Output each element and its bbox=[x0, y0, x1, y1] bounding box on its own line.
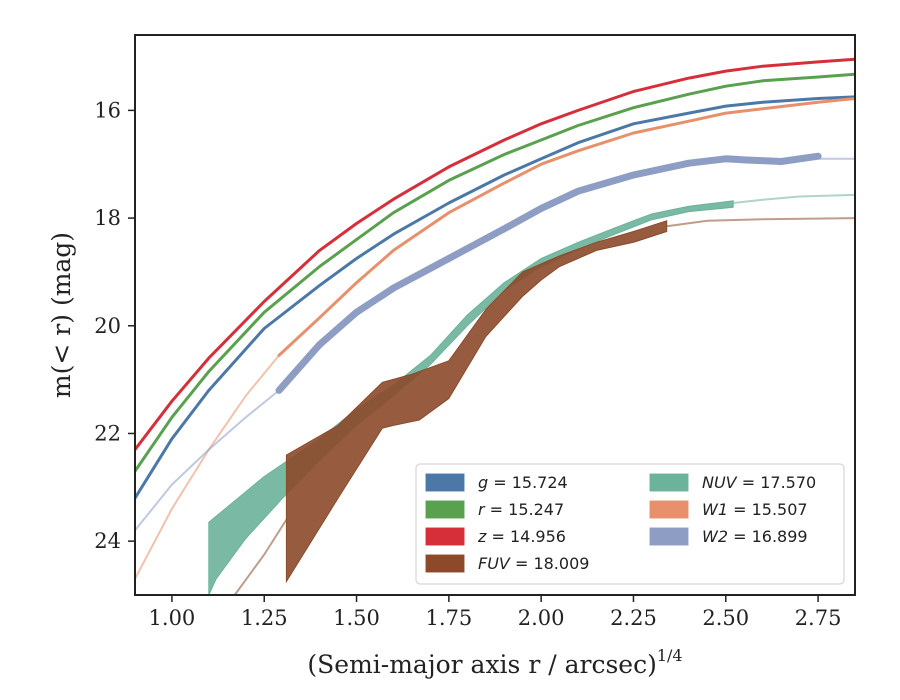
w1-extension-line bbox=[135, 354, 280, 580]
legend-label-w1: W1 = 15.507 bbox=[702, 500, 808, 519]
w2-extension-line bbox=[135, 389, 280, 532]
legend-swatch-w1 bbox=[649, 500, 689, 519]
x-tick-label: 1.00 bbox=[149, 606, 196, 630]
legend-label-w2: W2 = 16.899 bbox=[702, 527, 808, 546]
x-axis-label-superscript: 1/4 bbox=[657, 646, 683, 665]
legend-swatch-w2 bbox=[649, 527, 689, 546]
plot-frame bbox=[134, 34, 856, 596]
w1-profile-line bbox=[277, 97, 855, 357]
w2-profile-line bbox=[275, 152, 822, 394]
legend-box bbox=[415, 463, 845, 585]
legend-swatch-r bbox=[425, 500, 465, 519]
legend-label-g: g = 15.724 bbox=[478, 473, 568, 492]
legend-label-r: r = 15.247 bbox=[478, 500, 564, 519]
legend-label-fuv: FUV = 18.009 bbox=[478, 554, 589, 573]
fuv-band bbox=[285, 220, 668, 584]
x-tick-label: 2.25 bbox=[610, 606, 657, 630]
x-tick-label: 2.75 bbox=[795, 606, 842, 630]
legend-swatch-fuv bbox=[425, 554, 465, 573]
nuv-extension-line bbox=[733, 193, 855, 204]
r-profile-line bbox=[135, 72, 855, 473]
y-tick-label: 22 bbox=[94, 421, 121, 445]
y-tick-label: 18 bbox=[94, 206, 121, 230]
legend: g = 15.724 r = 15.247 z = 14.956 FUV = 18.0… bbox=[415, 463, 845, 585]
y-tick-label: 20 bbox=[94, 314, 121, 338]
legend-swatch-nuv bbox=[649, 473, 689, 492]
g-profile-line bbox=[135, 95, 855, 500]
fuv-lower-extension-line bbox=[233, 519, 288, 595]
legend-label-z: z = 14.956 bbox=[477, 527, 566, 546]
z-profile-line bbox=[135, 57, 855, 452]
legend-label-nuv: NUV = 17.570 bbox=[702, 473, 816, 492]
x-axis-label: (Semi-major axis r / arcsec)1/4 bbox=[307, 646, 682, 679]
x-tick-label: 1.50 bbox=[333, 606, 380, 630]
plot-area bbox=[135, 57, 855, 595]
legend-swatch-g bbox=[425, 473, 465, 492]
fuv-extension-line bbox=[666, 217, 855, 228]
legend-swatch-z bbox=[425, 527, 465, 546]
x-tick-label: 2.50 bbox=[702, 606, 749, 630]
x-axis: 1.00 1.25 1.50 1.75 2.00 2.25 2.50 2.75 bbox=[149, 595, 842, 630]
x-tick-label: 1.25 bbox=[241, 606, 288, 630]
y-tick-label: 24 bbox=[94, 529, 121, 553]
x-axis-label-main: (Semi-major axis r / arcsec) bbox=[307, 650, 656, 679]
x-tick-label: 1.75 bbox=[425, 606, 472, 630]
x-tick-label: 2.00 bbox=[518, 606, 565, 630]
y-tick-label: 16 bbox=[94, 98, 121, 122]
y-axis-label: m(< r) (mag) bbox=[47, 232, 76, 398]
y-axis: 16 18 20 22 24 bbox=[94, 98, 135, 553]
